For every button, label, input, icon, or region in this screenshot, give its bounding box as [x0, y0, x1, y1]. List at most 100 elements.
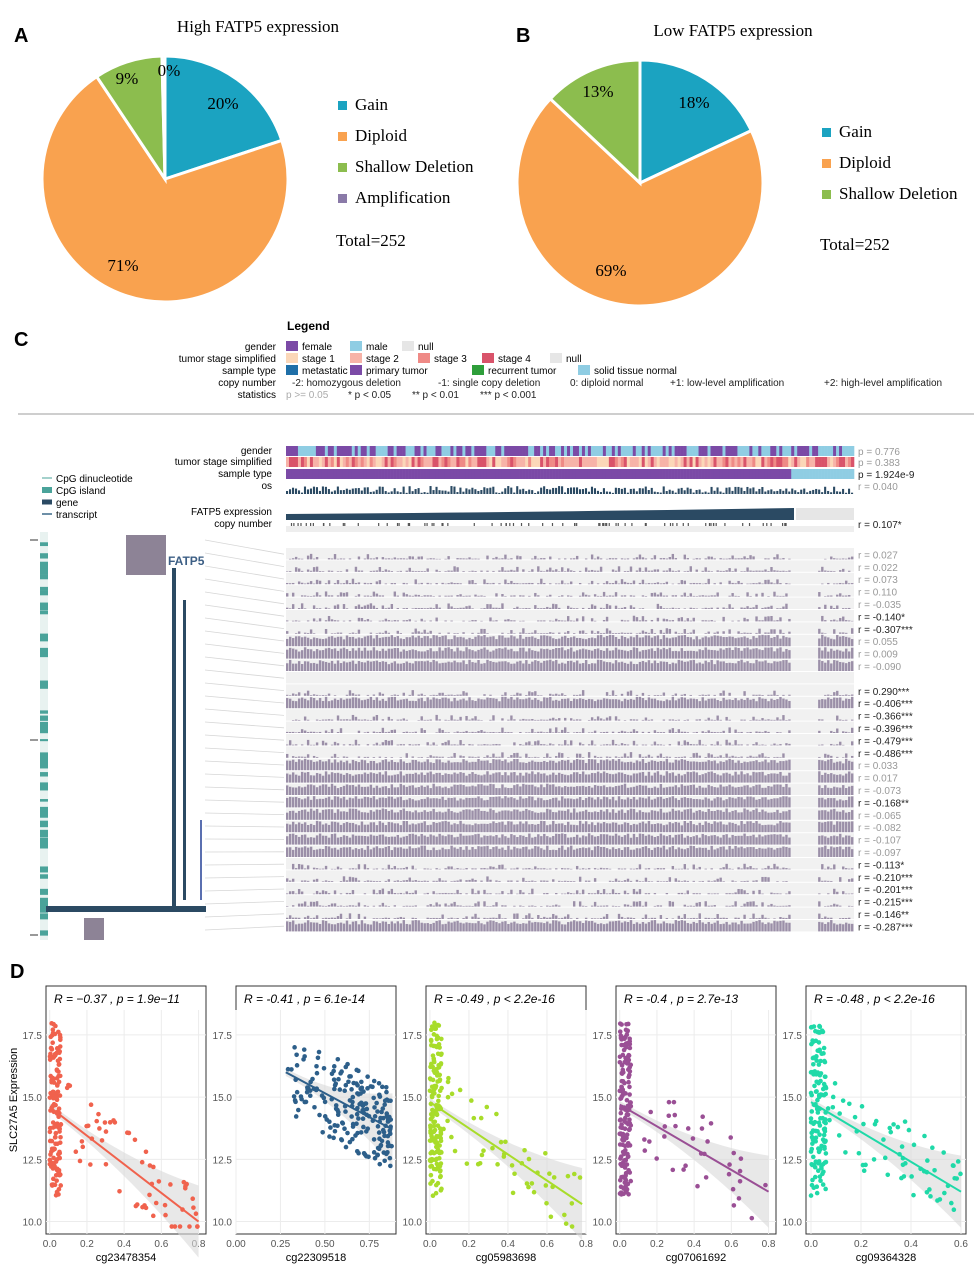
probe-bar [351, 693, 355, 696]
probe-bar [378, 787, 382, 795]
probe-bar [528, 691, 531, 696]
probe-bar [785, 637, 788, 647]
probe-bar [713, 773, 716, 783]
gender-cell [315, 446, 320, 456]
gender-cell [707, 446, 711, 456]
os-bar [306, 489, 310, 494]
probe-bar [306, 637, 310, 647]
probe-bar [549, 743, 552, 746]
cpg-island [40, 762, 48, 769]
probe-bar [288, 796, 292, 808]
probe-bar [546, 744, 549, 746]
probe-bar [306, 700, 310, 709]
probe-bar [501, 834, 504, 845]
probe-bar [549, 837, 552, 845]
probe-bar [303, 822, 307, 833]
probe-bar [674, 558, 678, 560]
cpg-island [40, 890, 48, 894]
probe-bar [501, 661, 504, 671]
probe-bar [668, 834, 672, 845]
probe-bar [315, 732, 319, 733]
gender-cell [776, 446, 780, 456]
stage-cell [453, 457, 457, 467]
probe-bar [405, 637, 408, 647]
probe-bar [312, 837, 316, 845]
probe-bar [501, 635, 504, 647]
probe-bar [608, 630, 612, 634]
probe-bar [584, 836, 588, 845]
copy-number-tick [770, 523, 772, 526]
gender-cell [522, 446, 526, 456]
probe-bar [321, 809, 325, 820]
probe-bar [749, 649, 752, 659]
probe-bar [546, 595, 549, 597]
probe-bar [623, 662, 627, 671]
stage-cell [381, 457, 385, 467]
probe-bar [578, 797, 582, 808]
probe-bar [444, 836, 447, 845]
probe-bar [366, 756, 370, 758]
probe-bar [561, 760, 564, 771]
probe-bar [468, 835, 471, 845]
probe-bar [504, 796, 507, 808]
os-bar [471, 487, 474, 494]
probe-bar [288, 558, 292, 560]
probe-row-bg [286, 684, 854, 696]
stage-cell [821, 457, 825, 467]
probe-bar [522, 583, 525, 585]
os-bar [402, 486, 405, 494]
os-bar [339, 490, 342, 494]
probe-bar [674, 693, 678, 696]
probe-bar [701, 583, 704, 585]
probe-link [204, 747, 285, 753]
probe-bar [549, 583, 552, 585]
probe-bar [291, 849, 295, 857]
probe-bar [596, 699, 600, 709]
probe-bar [387, 740, 391, 746]
probe-bar [767, 824, 770, 833]
probe-bar [519, 693, 522, 696]
probe-bar [522, 744, 525, 746]
probe-bar [543, 660, 546, 671]
probe-bar [540, 695, 543, 696]
probe-bar [830, 648, 833, 659]
probe-bar [297, 759, 301, 771]
probe-bar [420, 637, 423, 647]
probe-bar [489, 617, 492, 622]
probe-bar [384, 569, 388, 572]
probe-bar [414, 868, 417, 870]
probe-bar [773, 757, 776, 758]
probe-bar [522, 638, 525, 647]
probe-bar [788, 694, 791, 696]
probe-bar [761, 592, 764, 597]
probe-bar [375, 581, 379, 585]
probe-bar [399, 719, 402, 721]
probe-bar [611, 787, 615, 795]
probe-bar [827, 754, 830, 758]
probe-bar [291, 772, 295, 783]
probe-bar [728, 595, 731, 597]
probe-bar [719, 868, 722, 870]
probe-bar [357, 647, 361, 659]
probe-bar [641, 616, 645, 622]
probe-bar [731, 744, 734, 746]
probe-bar [519, 556, 522, 560]
copy-number-tick [562, 523, 564, 526]
probe-bar [522, 868, 525, 870]
probe-bar [635, 868, 639, 870]
probe-link [204, 708, 285, 716]
probe-bar [492, 744, 495, 746]
probe-bar [632, 637, 636, 647]
probe-bar [438, 868, 441, 870]
probe-bar [764, 848, 767, 857]
gender-cell [342, 446, 347, 456]
probe-bar [375, 825, 379, 833]
probe-bar [375, 607, 379, 609]
stage-cell [680, 457, 684, 467]
probe-bar [623, 636, 627, 647]
probe-bar [653, 633, 657, 634]
probe-bar [641, 821, 645, 833]
probe-bar [471, 731, 474, 733]
probe-bar [842, 695, 845, 696]
probe-bar [698, 762, 701, 771]
